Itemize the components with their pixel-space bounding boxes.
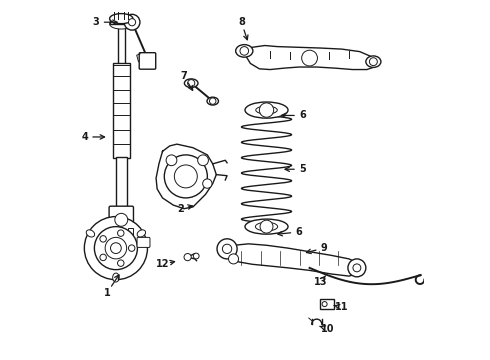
Text: 11: 11 [335, 302, 348, 312]
Text: 7: 7 [181, 71, 187, 81]
Circle shape [118, 260, 124, 266]
Circle shape [118, 230, 124, 237]
Circle shape [259, 103, 274, 117]
Circle shape [128, 245, 135, 251]
Bar [110, 228, 114, 237]
Circle shape [260, 220, 273, 233]
Ellipse shape [110, 14, 133, 24]
Circle shape [217, 239, 237, 259]
Ellipse shape [184, 79, 198, 87]
Bar [116, 157, 127, 209]
Text: 5: 5 [299, 164, 306, 174]
Circle shape [184, 253, 191, 261]
Text: 6: 6 [299, 111, 306, 121]
Circle shape [369, 58, 377, 66]
Text: 8: 8 [238, 17, 245, 27]
Ellipse shape [207, 97, 219, 105]
Text: 6: 6 [295, 227, 302, 237]
Bar [128, 228, 133, 237]
Circle shape [174, 165, 197, 188]
Ellipse shape [86, 230, 95, 237]
Polygon shape [243, 45, 376, 69]
Circle shape [105, 237, 126, 259]
Ellipse shape [113, 273, 119, 282]
Bar [113, 63, 130, 158]
Circle shape [128, 19, 136, 26]
Circle shape [210, 98, 216, 104]
Text: 4: 4 [81, 132, 88, 142]
Circle shape [100, 254, 106, 261]
Text: 1: 1 [103, 288, 110, 298]
Text: 9: 9 [320, 243, 327, 253]
FancyBboxPatch shape [319, 300, 334, 309]
Circle shape [115, 213, 128, 226]
Circle shape [197, 155, 208, 166]
Ellipse shape [255, 222, 278, 231]
Circle shape [111, 243, 122, 253]
Circle shape [203, 179, 212, 188]
Circle shape [188, 80, 195, 87]
Bar [118, 22, 125, 65]
Polygon shape [156, 144, 216, 209]
Text: 2: 2 [177, 204, 184, 214]
Circle shape [322, 302, 327, 307]
Circle shape [348, 259, 366, 277]
Bar [110, 19, 133, 24]
Circle shape [100, 236, 106, 242]
FancyBboxPatch shape [109, 206, 133, 233]
Circle shape [353, 264, 361, 272]
Text: 3: 3 [93, 17, 99, 27]
Circle shape [166, 155, 177, 166]
Text: 10: 10 [321, 324, 334, 334]
Ellipse shape [256, 106, 277, 114]
Circle shape [194, 253, 199, 259]
Polygon shape [223, 244, 360, 276]
Ellipse shape [245, 102, 288, 118]
Ellipse shape [245, 219, 288, 234]
FancyBboxPatch shape [139, 53, 156, 69]
Circle shape [240, 46, 248, 55]
Text: 12: 12 [156, 259, 169, 269]
Circle shape [164, 155, 207, 198]
Ellipse shape [366, 56, 381, 67]
Circle shape [124, 14, 140, 30]
Circle shape [302, 50, 318, 66]
Ellipse shape [236, 45, 253, 57]
Text: 13: 13 [314, 277, 327, 287]
Circle shape [222, 244, 232, 253]
Ellipse shape [110, 19, 133, 29]
Circle shape [228, 254, 239, 264]
Circle shape [95, 226, 137, 270]
FancyBboxPatch shape [137, 237, 150, 247]
Circle shape [84, 217, 147, 280]
Ellipse shape [137, 230, 146, 237]
